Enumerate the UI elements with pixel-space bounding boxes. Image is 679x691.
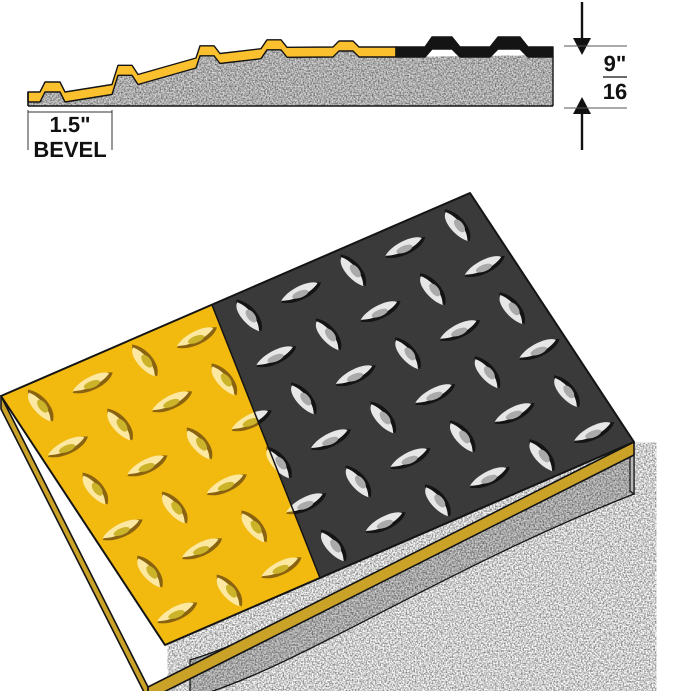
svg-text:9": 9": [604, 51, 627, 76]
svg-text:16: 16: [603, 79, 627, 104]
svg-text:BEVEL: BEVEL: [33, 137, 106, 162]
svg-text:1.5": 1.5": [49, 112, 90, 137]
